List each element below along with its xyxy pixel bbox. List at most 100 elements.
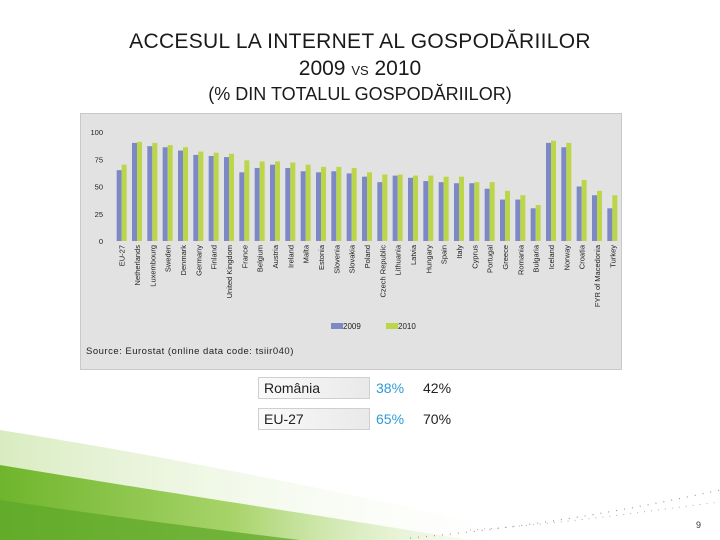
bar-2010 bbox=[581, 179, 587, 241]
chart-panel: 0 25 50 75 100 EU-27 Netherlands Luxembourg Swed… bbox=[80, 113, 622, 370]
bar-2010 bbox=[489, 182, 495, 241]
x-tick-label: Poland bbox=[363, 245, 372, 268]
page-number: 9 bbox=[696, 520, 702, 530]
bar-2009 bbox=[300, 171, 306, 241]
x-tick-label: FYR of Macedonia bbox=[593, 244, 602, 307]
bar-2009 bbox=[316, 172, 321, 241]
bar-2010 bbox=[443, 176, 449, 241]
x-tick-label: Bulgaria bbox=[532, 244, 541, 272]
stats-value-2009: 38% bbox=[376, 380, 405, 396]
bar-2009 bbox=[500, 199, 505, 241]
bar-2009 bbox=[208, 155, 214, 241]
bar-2009 bbox=[270, 164, 275, 241]
x-tick-label: Hungary bbox=[424, 245, 433, 274]
bar-2009 bbox=[515, 199, 521, 241]
x-tick-label: Slovakia bbox=[348, 244, 357, 273]
bar-2009 bbox=[132, 142, 137, 241]
x-tick-label: Malta bbox=[302, 244, 311, 263]
x-tick-label: Portugal bbox=[486, 245, 495, 273]
bar-2010 bbox=[474, 182, 480, 241]
bar-2009 bbox=[239, 172, 245, 241]
bar-2009 bbox=[484, 188, 490, 241]
vs-label: VS bbox=[351, 63, 369, 78]
bar-2009 bbox=[178, 150, 183, 241]
x-tick-label: Belgium bbox=[256, 245, 265, 272]
bar-2009 bbox=[377, 182, 383, 241]
bar-2009 bbox=[362, 176, 367, 241]
bar-2010 bbox=[520, 195, 526, 241]
footer-wave-dark bbox=[0, 500, 300, 540]
x-tick-label: Greece bbox=[501, 245, 510, 270]
year-2010-label: 2010 bbox=[368, 57, 422, 80]
bar-2010 bbox=[413, 175, 418, 241]
x-tick-label: Slovenia bbox=[332, 244, 341, 274]
x-tick-label: Luxembourg bbox=[148, 245, 157, 287]
x-tick-label: Sweden bbox=[164, 245, 173, 272]
bar-chart: 0 25 50 75 100 EU-27 Netherlands Luxembourg Swed… bbox=[90, 128, 618, 331]
bar-2009 bbox=[162, 147, 168, 241]
bar-2010 bbox=[351, 167, 357, 241]
bar-2010 bbox=[551, 140, 556, 241]
stats-row-label: EU-27 bbox=[258, 408, 370, 430]
stats-row-eu27: EU-27 65% 70% bbox=[258, 408, 458, 430]
x-tick-label: Romania bbox=[516, 244, 525, 275]
stats-row-romania: România 38% 42% bbox=[258, 377, 458, 399]
bar-2010 bbox=[259, 161, 265, 241]
bar-2009 bbox=[408, 177, 413, 241]
bar-2009 bbox=[546, 142, 551, 241]
x-tick-label: Germany bbox=[194, 245, 203, 276]
y-tick-label: 25 bbox=[95, 210, 103, 219]
bar-2009 bbox=[607, 208, 613, 241]
bar-2009 bbox=[116, 170, 122, 241]
bar-2009 bbox=[530, 208, 536, 241]
bar-2009 bbox=[346, 173, 352, 241]
bar-2010 bbox=[121, 164, 127, 241]
bar-2009 bbox=[193, 154, 199, 241]
x-tick-label: EU-27 bbox=[118, 245, 127, 266]
legend-label: 2009 bbox=[343, 322, 361, 331]
stats-value-2010: 42% bbox=[423, 380, 452, 396]
stats-value-2010: 70% bbox=[423, 411, 452, 427]
stats-value-2009: 65% bbox=[376, 411, 405, 427]
bar-2010 bbox=[275, 161, 280, 241]
legend-swatch-2009 bbox=[331, 323, 343, 329]
legend-label: 2010 bbox=[398, 322, 416, 331]
bar-2010 bbox=[198, 151, 204, 241]
x-tick-label: Croatia bbox=[578, 244, 587, 269]
bar-2009 bbox=[454, 183, 459, 241]
y-tick-label: 75 bbox=[95, 155, 103, 164]
bar-2009 bbox=[224, 157, 229, 241]
bar-2009 bbox=[147, 146, 153, 241]
bar-2010 bbox=[367, 172, 372, 241]
bar-2010 bbox=[612, 195, 618, 241]
bar-2009 bbox=[592, 195, 597, 241]
year-2009-label: 2009 bbox=[298, 57, 352, 80]
bar-2009 bbox=[576, 186, 582, 241]
bar-2009 bbox=[469, 183, 475, 241]
y-tick-label: 0 bbox=[99, 237, 103, 246]
x-tick-label: Czech Republic bbox=[378, 245, 387, 298]
bar-2010 bbox=[597, 190, 602, 241]
bar-2010 bbox=[305, 164, 311, 241]
x-tick-label: Italy bbox=[455, 245, 464, 259]
x-tick-label: Ireland bbox=[286, 245, 295, 268]
slide-subtitle-unit: (% DIN TOTALUL GOSPODĂRIILOR) bbox=[208, 84, 512, 104]
x-tick-label: Latvia bbox=[409, 244, 418, 265]
bar-2009 bbox=[254, 167, 260, 241]
bar-2010 bbox=[535, 205, 541, 241]
legend-swatch-2010 bbox=[386, 323, 398, 329]
bar-2010 bbox=[137, 141, 142, 241]
bar-2010 bbox=[397, 174, 403, 241]
bar-2010 bbox=[290, 162, 296, 241]
bar-2010 bbox=[229, 153, 234, 241]
bar-2010 bbox=[183, 147, 188, 241]
x-tick-label: Finland bbox=[210, 245, 219, 270]
x-tick-label: Turkey bbox=[608, 245, 617, 268]
bar-2009 bbox=[392, 175, 398, 241]
x-tick-label: Denmark bbox=[179, 245, 188, 276]
x-tick-label: Lithuania bbox=[394, 244, 403, 275]
x-tick-label: United Kingdom bbox=[225, 245, 234, 298]
x-tick-label: Netherlands bbox=[133, 245, 142, 286]
y-tick-label: 50 bbox=[95, 183, 103, 192]
bar-2009 bbox=[423, 181, 429, 241]
